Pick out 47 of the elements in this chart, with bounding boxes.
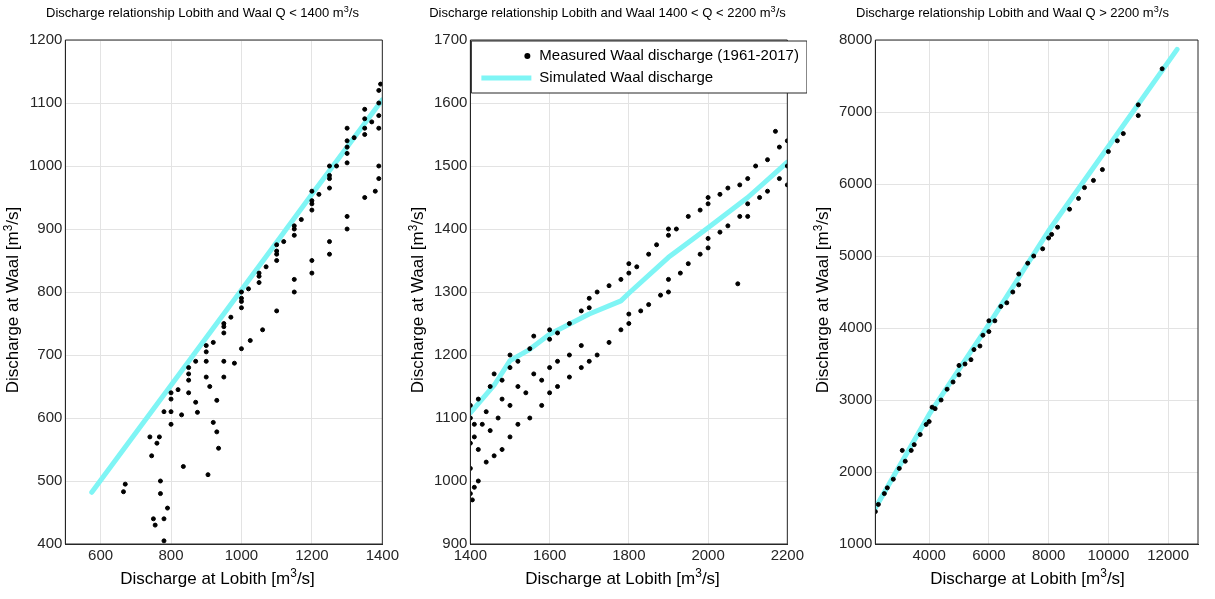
x-tick-label: 10000 <box>1087 546 1130 564</box>
y-tick-label: 7000 <box>838 102 873 120</box>
x-tick-label: 6000 <box>972 546 1006 564</box>
x-axis-title: Discharge at Lobith [m$^{3}$/s] <box>119 566 316 589</box>
y-tick-label: 1400 <box>433 219 468 237</box>
x-tick-label: 2000 <box>691 546 725 564</box>
x-tick-label: 1200 <box>295 546 329 564</box>
y-tick-label: 5000 <box>838 246 873 264</box>
y-tick-label: 400 <box>37 534 63 552</box>
y-tick-label: 500 <box>37 471 63 489</box>
y-tick-label: 8000 <box>838 30 873 48</box>
y-tick-label: 3000 <box>838 390 873 408</box>
chart-title: Discharge relationship Lobith and Waal 1400 < Q < 2200 m$^{3}$/s <box>428 4 787 21</box>
x-tick-label: 2200 <box>770 546 804 564</box>
y-tick-label: 1200 <box>28 30 63 48</box>
y-tick-label: 1300 <box>433 282 468 300</box>
x-tick-label: 12000 <box>1147 546 1189 564</box>
y-tick-label: 1600 <box>433 93 468 111</box>
x-tick-label: 800 <box>158 546 184 564</box>
y-tick-label: 1700 <box>433 30 468 48</box>
y-tick-label: 1100 <box>30 93 63 111</box>
y-tick-label: 1000 <box>433 471 468 489</box>
chart-title: Discharge relationship Lobith and Waal Q > 2200 m$^{3}$/s <box>855 4 1170 21</box>
y-tick-label: 2000 <box>838 462 873 480</box>
y-tick-label: 1100 <box>435 408 468 426</box>
x-axis-title: Discharge at Lobith [m$^{3}$/s] <box>524 566 721 589</box>
y-tick-label: 1500 <box>433 156 468 174</box>
x-tick-label: 600 <box>88 546 114 564</box>
y-tick-label: 1200 <box>433 345 468 363</box>
x-tick-label: 1800 <box>612 546 646 564</box>
x-tick-label: 8000 <box>1031 546 1066 564</box>
y-tick-label: 900 <box>37 219 63 237</box>
chart-title: Discharge relationship Lobith and Waal Q < 1400 m$^{3}$/s <box>45 4 360 21</box>
legend-label: Measured Waal discharge (1961-2017) <box>539 46 799 64</box>
y-tick-label: 6000 <box>838 174 873 192</box>
y-tick-label: 4000 <box>838 318 873 336</box>
x-tick-label: 1400 <box>365 546 399 564</box>
y-tick-label: 700 <box>37 345 63 363</box>
y-tick-label: 600 <box>37 408 63 426</box>
legend-label: Simulated Waal discharge <box>539 68 714 86</box>
x-tick-label: 1000 <box>224 546 259 564</box>
x-axis-title: Discharge at Lobith [m$^{3}$/s] <box>929 566 1126 589</box>
y-tick-label: 1000 <box>28 156 63 174</box>
x-tick-label: 1600 <box>532 546 567 564</box>
y-tick-label: 800 <box>37 282 63 300</box>
x-tick-label: 4000 <box>912 546 946 564</box>
y-tick-label: 1000 <box>838 534 873 552</box>
